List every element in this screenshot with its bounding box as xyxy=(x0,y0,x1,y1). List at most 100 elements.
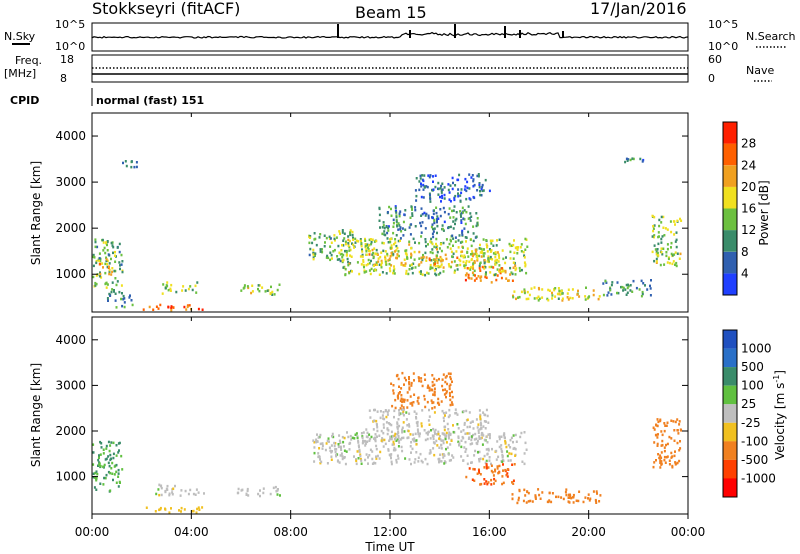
heatmap-cell xyxy=(424,438,427,442)
heatmap-cell xyxy=(402,220,405,224)
heatmap-cell xyxy=(395,214,398,217)
heatmap-cell xyxy=(657,235,660,239)
heatmap-cell xyxy=(403,213,406,217)
colorbar-swatch xyxy=(723,208,737,231)
heatmap-cell xyxy=(361,436,364,440)
heatmap-cell xyxy=(397,392,400,395)
heatmap-cell xyxy=(442,388,444,392)
heatmap-cell xyxy=(438,435,441,438)
heatmap-cell xyxy=(383,230,386,233)
heatmap-cell xyxy=(449,377,452,381)
heatmap-cell xyxy=(632,157,635,161)
heatmap-cell xyxy=(566,292,569,295)
heatmap-cell xyxy=(433,453,436,457)
heatmap-cell xyxy=(237,487,240,491)
heatmap-cell xyxy=(375,444,378,448)
colorbar-tick-label: -1000 xyxy=(741,471,776,485)
heatmap-cell xyxy=(467,273,470,277)
heatmap-cell xyxy=(468,197,471,200)
heatmap-cell xyxy=(657,254,660,257)
heatmap-cell xyxy=(421,258,424,262)
heatmap-cell xyxy=(660,237,663,241)
heatmap-cell xyxy=(308,236,311,239)
heatmap-cell xyxy=(432,175,434,178)
heatmap-cell xyxy=(464,274,467,277)
heatmap-cell xyxy=(427,419,430,422)
heatmap-cell xyxy=(275,490,278,493)
heatmap-cell xyxy=(482,252,485,255)
heatmap-cell xyxy=(465,409,468,413)
heatmap-cell xyxy=(436,259,439,263)
colorbar-swatch xyxy=(723,348,737,368)
heatmap-cell xyxy=(319,461,322,465)
heatmap-cell xyxy=(490,281,493,284)
heatmap-cell xyxy=(547,288,550,292)
heatmap-cell xyxy=(408,240,411,243)
heatmap-cell xyxy=(109,294,112,297)
heatmap-cell xyxy=(420,207,423,210)
heatmap-cell xyxy=(429,266,432,269)
heatmap-cell xyxy=(171,493,174,496)
heatmap-cell xyxy=(339,454,342,457)
heatmap-cell xyxy=(452,424,454,427)
heatmap-cell xyxy=(442,270,445,273)
heatmap-cell xyxy=(342,239,345,242)
heatmap-cell xyxy=(117,451,120,454)
heatmap-cell xyxy=(365,263,368,267)
heatmap-cell xyxy=(592,490,595,493)
heatmap-cell xyxy=(482,434,485,437)
heatmap-cell xyxy=(418,270,421,274)
heatmap-cell xyxy=(417,460,420,463)
heatmap-cell xyxy=(100,442,103,445)
heatmap-cell xyxy=(362,260,365,264)
heatmap-cell xyxy=(472,467,475,471)
heatmap-cell xyxy=(480,255,483,258)
heatmap-cell xyxy=(112,251,114,255)
heatmap-cell xyxy=(161,292,164,295)
heatmap-cell xyxy=(422,255,425,259)
heatmap-cell xyxy=(670,241,673,245)
heatmap-cell xyxy=(386,252,389,256)
heatmap-cell xyxy=(335,448,338,451)
colorbar-swatch xyxy=(723,404,737,423)
heatmap-cell xyxy=(494,468,496,471)
heatmap-cell xyxy=(478,409,481,412)
heatmap-cell xyxy=(472,239,475,243)
heatmap-cell xyxy=(342,266,345,269)
heatmap-cell xyxy=(372,255,375,259)
heatmap-cell xyxy=(400,436,403,440)
heatmap-cell xyxy=(110,257,112,261)
heatmap-cell xyxy=(472,433,475,437)
heatmap-cell xyxy=(378,457,381,460)
heatmap-cell xyxy=(478,183,481,186)
heatmap-cell xyxy=(195,488,198,491)
heatmap-cell xyxy=(376,426,379,429)
heatmap-cell xyxy=(437,187,440,191)
heatmap-cell xyxy=(415,199,418,202)
heatmap-cell xyxy=(100,446,103,449)
heatmap-cell xyxy=(246,489,249,493)
heatmap-cell xyxy=(480,187,483,191)
heatmap-cell xyxy=(120,454,123,458)
heatmap-cell xyxy=(339,232,341,235)
heatmap-cell xyxy=(656,436,659,439)
heatmap-cell xyxy=(487,481,490,484)
heatmap-cell xyxy=(431,374,434,377)
heatmap-cell xyxy=(426,386,429,389)
heatmap-cell xyxy=(462,260,465,264)
heatmap-cell xyxy=(448,408,451,412)
heatmap-cell xyxy=(118,242,121,246)
heatmap-cell xyxy=(413,439,416,443)
heatmap-cell xyxy=(479,473,482,476)
nave-label: Nave xyxy=(746,64,774,77)
heatmap-cell xyxy=(106,240,109,244)
heatmap-cell xyxy=(408,382,411,386)
heatmap-cell xyxy=(348,271,351,275)
heatmap-cell xyxy=(347,244,350,247)
heatmap-cell xyxy=(382,224,385,227)
heatmap-cell xyxy=(529,499,532,503)
heatmap-cell xyxy=(665,424,668,427)
heatmap-cell xyxy=(392,225,395,228)
heatmap-cell xyxy=(371,450,374,453)
heatmap-cell xyxy=(420,261,423,264)
